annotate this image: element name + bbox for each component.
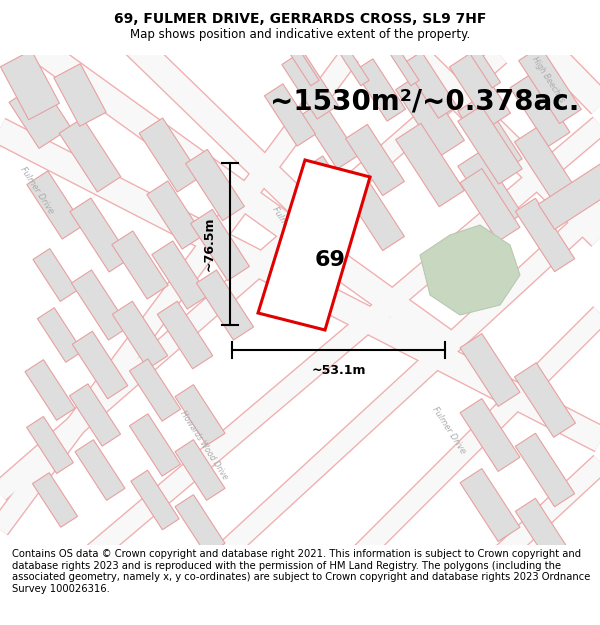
Polygon shape — [27, 171, 83, 239]
Polygon shape — [403, 52, 457, 118]
Text: Contains OS data © Crown copyright and database right 2021. This information is : Contains OS data © Crown copyright and d… — [12, 549, 590, 594]
Text: ~1530m²/~0.378ac.: ~1530m²/~0.378ac. — [270, 87, 580, 115]
Polygon shape — [331, 34, 369, 86]
Polygon shape — [514, 127, 575, 202]
Polygon shape — [355, 59, 406, 121]
Polygon shape — [26, 416, 73, 474]
Polygon shape — [346, 179, 404, 251]
Polygon shape — [395, 123, 464, 207]
Polygon shape — [281, 34, 319, 86]
Polygon shape — [449, 52, 511, 127]
Text: 69: 69 — [314, 250, 346, 270]
Polygon shape — [139, 118, 201, 192]
Polygon shape — [515, 433, 575, 507]
Text: ~76.5m: ~76.5m — [203, 217, 216, 271]
Polygon shape — [32, 472, 77, 528]
Text: Fulmer Drive: Fulmer Drive — [270, 205, 307, 255]
Text: ~53.1m: ~53.1m — [311, 364, 366, 377]
Polygon shape — [157, 301, 213, 369]
Polygon shape — [258, 160, 370, 330]
Polygon shape — [420, 225, 520, 315]
Polygon shape — [175, 385, 225, 445]
Polygon shape — [395, 73, 464, 157]
Polygon shape — [25, 360, 75, 420]
Polygon shape — [265, 84, 316, 146]
Text: Map shows position and indicative extent of the property.: Map shows position and indicative extent… — [130, 28, 470, 41]
Polygon shape — [458, 106, 522, 184]
Polygon shape — [33, 249, 77, 301]
Polygon shape — [37, 308, 83, 362]
Polygon shape — [70, 384, 121, 446]
Polygon shape — [282, 51, 338, 119]
Polygon shape — [514, 362, 575, 438]
Polygon shape — [191, 209, 250, 281]
Polygon shape — [185, 149, 244, 221]
Text: Fulmer Drive: Fulmer Drive — [18, 165, 55, 215]
Polygon shape — [196, 270, 254, 340]
Polygon shape — [518, 46, 581, 124]
Polygon shape — [460, 469, 520, 541]
Polygon shape — [538, 161, 600, 229]
Polygon shape — [460, 399, 520, 471]
Polygon shape — [458, 96, 522, 174]
Polygon shape — [460, 169, 520, 241]
Polygon shape — [130, 414, 181, 476]
Polygon shape — [1, 50, 59, 120]
Polygon shape — [131, 470, 179, 530]
Text: Howards Wood Drive: Howards Wood Drive — [178, 409, 229, 481]
Polygon shape — [75, 440, 125, 500]
Polygon shape — [515, 498, 575, 572]
Polygon shape — [458, 151, 522, 229]
Polygon shape — [54, 64, 106, 126]
Text: High Beeches: High Beeches — [530, 56, 566, 104]
Polygon shape — [71, 270, 128, 340]
Polygon shape — [112, 231, 168, 299]
Polygon shape — [9, 82, 71, 148]
Text: Fulmer Drive: Fulmer Drive — [430, 405, 467, 455]
Polygon shape — [515, 198, 575, 272]
Polygon shape — [112, 301, 168, 369]
Polygon shape — [175, 495, 225, 555]
Polygon shape — [70, 198, 130, 272]
Text: 69, FULMER DRIVE, GERRARDS CROSS, SL9 7HF: 69, FULMER DRIVE, GERRARDS CROSS, SL9 7H… — [114, 12, 486, 26]
Polygon shape — [152, 241, 208, 309]
Polygon shape — [302, 101, 358, 169]
Polygon shape — [346, 124, 404, 196]
Polygon shape — [302, 156, 358, 224]
Polygon shape — [147, 181, 203, 249]
Polygon shape — [460, 334, 520, 406]
Polygon shape — [460, 32, 500, 88]
Polygon shape — [72, 331, 128, 399]
Polygon shape — [510, 74, 570, 146]
Polygon shape — [59, 118, 121, 192]
Polygon shape — [381, 34, 419, 86]
Polygon shape — [130, 359, 181, 421]
Polygon shape — [175, 440, 225, 500]
